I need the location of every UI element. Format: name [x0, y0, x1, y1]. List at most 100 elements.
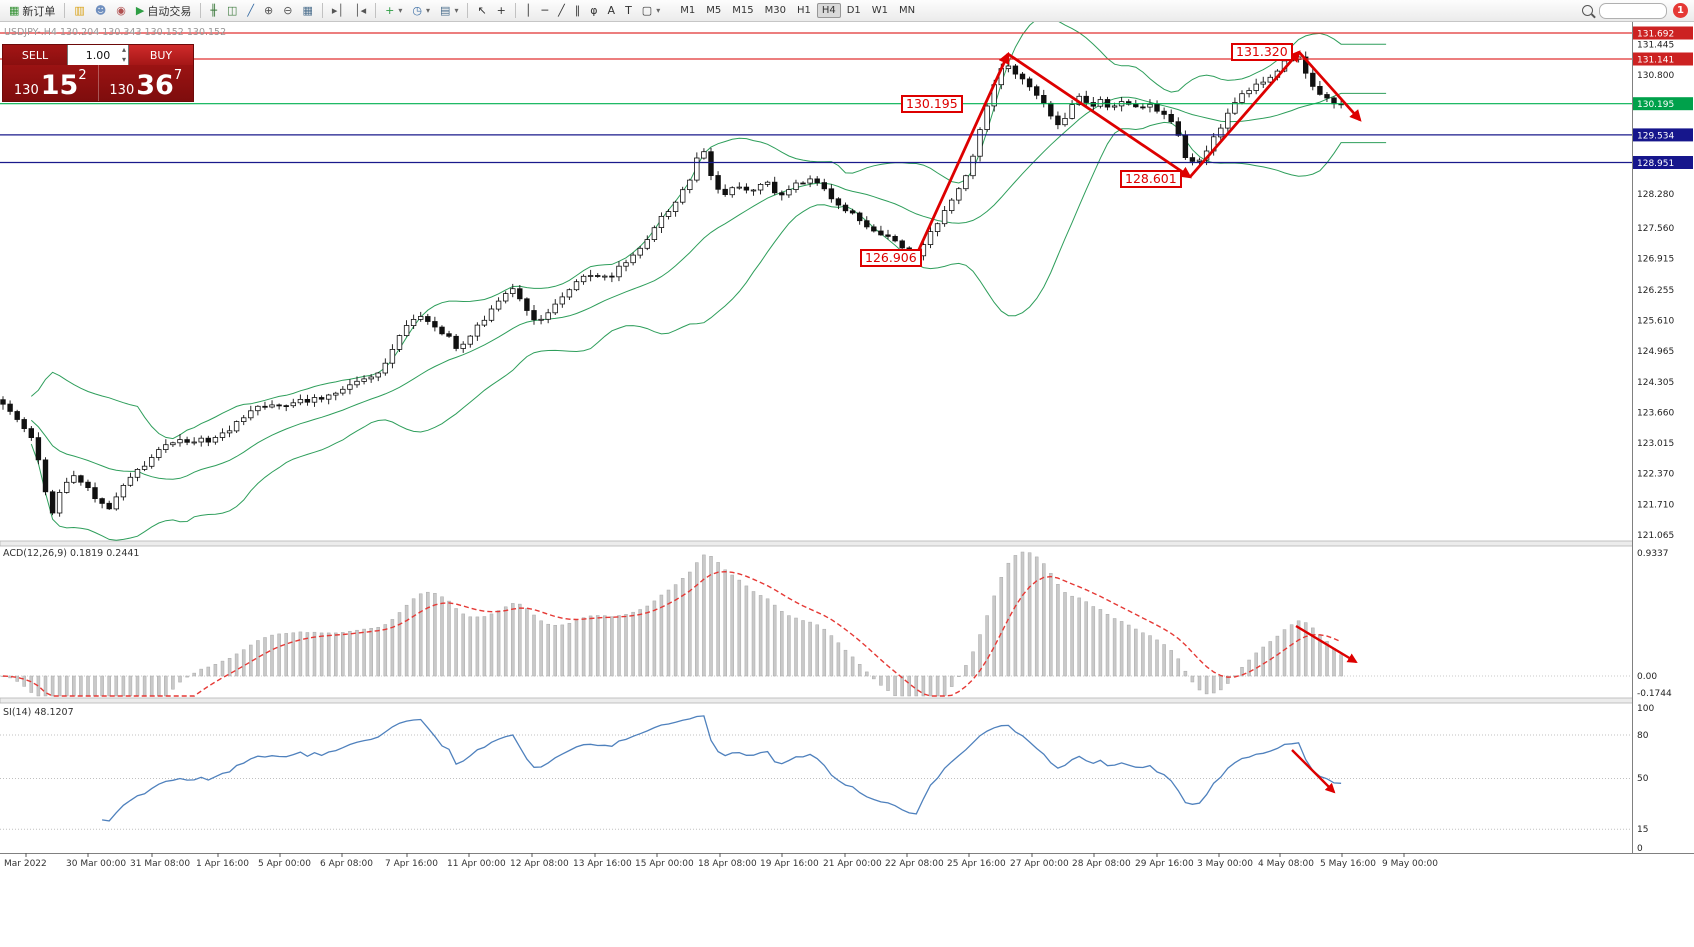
- candle-body: [212, 437, 219, 443]
- macd-down-arrow[interactable]: [1295, 624, 1358, 664]
- candle-body: [828, 188, 835, 200]
- timeframe-m5-button[interactable]: M5: [706, 5, 722, 16]
- shapes-icon: ▢: [641, 4, 653, 17]
- candle-body: [276, 404, 282, 407]
- timeframe-m15-button[interactable]: M15: [732, 5, 754, 16]
- line-chart-button[interactable]: ╱: [242, 3, 259, 18]
- timeframe-h4-button[interactable]: H4: [816, 3, 841, 18]
- rsi-down-arrow[interactable]: [1291, 749, 1336, 794]
- candle-body: [113, 496, 119, 510]
- macd-histogram-bar: [305, 632, 310, 677]
- buy-button[interactable]: BUY: [129, 45, 193, 65]
- new-order-button[interactable]: ▦ 新订单: [4, 1, 60, 21]
- candle-body: [835, 198, 842, 206]
- time-axis-label: 15 Apr 00:00: [635, 859, 694, 869]
- trend-arrow[interactable]: [1297, 51, 1362, 122]
- macd-histogram-bar: [695, 562, 699, 677]
- price-axis-column[interactable]: [1633, 22, 1694, 853]
- chart-shift-button[interactable]: │◂: [349, 3, 371, 18]
- macd-histogram-bar: [1183, 670, 1188, 677]
- annotation-price-label[interactable]: 128.601: [1120, 170, 1182, 188]
- notification-badge[interactable]: 1: [1673, 3, 1688, 18]
- volume-decrease-button[interactable]: ▾: [121, 55, 126, 64]
- sell-button[interactable]: SELL: [3, 45, 67, 65]
- trend-arrow[interactable]: [1188, 50, 1301, 178]
- zoom-in-button[interactable]: ⊕: [259, 3, 278, 18]
- macd-histogram-bar: [511, 603, 515, 677]
- candle-body: [297, 398, 304, 404]
- chart-plot-area[interactable]: [0, 22, 1694, 947]
- macd-histogram-bar: [865, 671, 869, 677]
- autotrading-button[interactable]: ▶ 自动交易: [131, 1, 196, 21]
- macd-histogram-bar: [857, 664, 862, 677]
- cursor-button[interactable]: ↖: [472, 3, 491, 18]
- horizontal-line-button[interactable]: ─: [537, 3, 554, 18]
- candle-body: [1239, 93, 1245, 103]
- bar-chart-button[interactable]: ╫: [205, 3, 222, 18]
- candle-body: [786, 189, 792, 196]
- search-input[interactable]: [1599, 2, 1667, 19]
- candle-body: [545, 312, 551, 320]
- timeframe-m1-button[interactable]: M1: [680, 5, 696, 16]
- macd-histogram-bar: [1169, 650, 1173, 677]
- trendline-button[interactable]: ╱: [553, 3, 570, 18]
- timeframe-d1-button[interactable]: D1: [846, 5, 861, 16]
- channel-button[interactable]: ∥: [570, 3, 586, 18]
- macd-histogram-bar: [942, 675, 947, 696]
- timeframe-mn-button[interactable]: MN: [899, 5, 916, 16]
- search-icon[interactable]: [1582, 5, 1593, 16]
- candle-body: [170, 442, 176, 446]
- periods-button[interactable]: ◷ ▾: [407, 3, 435, 18]
- charts-button[interactable]: ▥: [69, 3, 89, 18]
- annotation-price-label[interactable]: 130.195: [901, 95, 963, 113]
- volume-input[interactable]: 1.00 ▴ ▾: [67, 45, 129, 65]
- time-axis-label: 30 Mar 00:00: [66, 859, 126, 869]
- candle-body: [460, 343, 466, 349]
- candle-body: [630, 254, 636, 264]
- macd-histogram-bar: [1049, 573, 1053, 677]
- candle-body: [672, 201, 679, 212]
- trend-arrow[interactable]: [1007, 52, 1192, 179]
- trend-arrow[interactable]: [914, 51, 1010, 257]
- macd-histogram-bar: [383, 624, 388, 677]
- candlestick-chart-button[interactable]: ◫: [222, 3, 242, 18]
- macd-histogram-bar: [114, 675, 119, 697]
- volume-increase-button[interactable]: ▴: [121, 45, 126, 54]
- shapes-button[interactable]: ▢ ▾: [637, 3, 665, 18]
- annotation-price-label[interactable]: 131.320: [1231, 43, 1293, 61]
- candle-body: [85, 481, 91, 489]
- crosshair-button[interactable]: +: [492, 3, 511, 18]
- timeframe-h1-button[interactable]: H1: [796, 5, 811, 16]
- templates-button[interactable]: ▤ ▾: [435, 3, 463, 18]
- add-indicator-button[interactable]: + ▾: [380, 3, 407, 18]
- time-axis-label: 13 Apr 16:00: [573, 859, 632, 869]
- candle-body: [226, 430, 233, 434]
- timeframe-m30-button[interactable]: M30: [764, 5, 786, 16]
- timeframe-w1-button[interactable]: W1: [871, 5, 889, 16]
- candle-body: [49, 491, 56, 514]
- tile-windows-button[interactable]: ▦: [297, 3, 317, 18]
- macd-histogram-bar: [829, 635, 834, 677]
- macd-histogram-bar: [440, 596, 444, 677]
- auto-scroll-button[interactable]: ▸│: [327, 3, 349, 18]
- macd-histogram-bar: [185, 675, 189, 678]
- price-tick-label: 122.370: [1637, 469, 1674, 479]
- panel-splitter[interactable]: [0, 540, 1694, 547]
- candle-body: [177, 439, 183, 444]
- candle-body: [35, 437, 42, 461]
- panel-splitter[interactable]: [0, 697, 1694, 704]
- macd-histogram-bar: [567, 623, 572, 677]
- text-button[interactable]: A: [603, 3, 621, 18]
- vertical-line-button[interactable]: │: [520, 3, 537, 18]
- fibonacci-button[interactable]: φ: [585, 3, 602, 18]
- zoom-out-button[interactable]: ⊖: [278, 3, 297, 18]
- annotation-price-label[interactable]: 126.906: [860, 249, 922, 267]
- label-button[interactable]: T: [620, 3, 637, 18]
- macd-histogram-bar: [1162, 644, 1166, 677]
- community-button[interactable]: ☻: [90, 3, 111, 18]
- sell-price-display[interactable]: 130 15 2: [3, 65, 99, 101]
- candle-body: [821, 182, 827, 190]
- buy-price-display[interactable]: 130 36 7: [99, 65, 194, 101]
- news-button[interactable]: ◉: [111, 3, 131, 18]
